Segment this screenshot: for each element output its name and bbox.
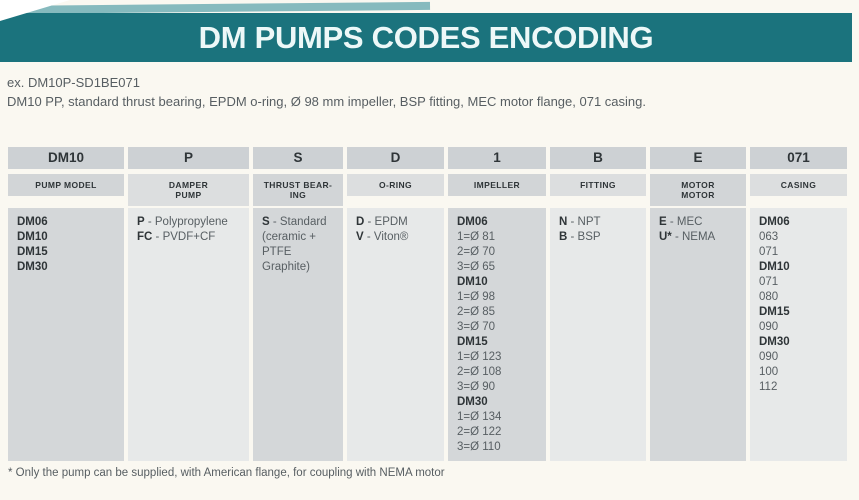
code-cell-7: E xyxy=(650,147,746,169)
body-cell-5: DM06 1=Ø 81 2=Ø 70 3=Ø 65 DM10 1=Ø 98 2=Ø 85 3=… xyxy=(448,208,546,461)
option-line: DM10 xyxy=(457,276,488,288)
code-cell-4: D xyxy=(347,147,444,169)
option-line: N - NPT xyxy=(559,216,601,228)
option-line: S - Standard xyxy=(262,216,327,228)
option-line: B - BSP xyxy=(559,231,601,243)
option-line: D - EPDM xyxy=(356,216,408,228)
column-label: O-RING xyxy=(347,174,444,196)
example-block: ex. DM10P-SD1BE071 DM10 PP, standard thr… xyxy=(7,73,646,111)
option-line: E - MEC xyxy=(659,216,703,228)
option-line: 3=Ø 90 xyxy=(457,381,496,393)
option-line: PTFE Graphite) xyxy=(262,246,310,273)
option-line: DM15 xyxy=(17,246,48,258)
option-line: 100 xyxy=(759,366,779,378)
column-label: CASING xyxy=(750,174,847,196)
option-line: DM15 xyxy=(457,336,488,348)
body-cell-4: D - EPDM V - Viton® xyxy=(347,208,444,461)
code-cell-2: P xyxy=(128,147,249,169)
option-line: DM06 xyxy=(759,216,790,228)
example-description: DM10 PP, standard thrust bearing, EPDM o… xyxy=(7,94,646,109)
code-cell-6: B xyxy=(550,147,646,169)
code-cell-8: 071 xyxy=(750,147,847,169)
column-label: DAMPER PUMP xyxy=(128,174,249,206)
footnote: * Only the pump can be supplied, with Am… xyxy=(8,467,445,479)
option-line: 080 xyxy=(759,291,779,303)
option-line: 071 xyxy=(759,276,779,288)
code-cell-3: S xyxy=(253,147,343,169)
example-code: ex. DM10P-SD1BE071 xyxy=(7,75,140,90)
option-line: DM10 xyxy=(759,261,790,273)
option-line: 3=Ø 65 xyxy=(457,261,496,273)
option-line: 1=Ø 81 xyxy=(457,231,496,243)
option-line: (ceramic + xyxy=(262,231,316,243)
option-line: 090 xyxy=(759,351,779,363)
body-cell-1: DM06 DM10 DM15 DM30 xyxy=(8,208,124,461)
label-cell-7: MOTOR MOTOR xyxy=(650,169,746,208)
body-cell-3: S - Standard (ceramic + PTFE Graphite) xyxy=(253,208,343,461)
option-line: DM15 xyxy=(759,306,790,318)
code-cell-1: DM10 xyxy=(8,147,124,169)
option-line: P - Polypropylene xyxy=(137,216,228,228)
option-line: 071 xyxy=(759,246,779,258)
option-line: DM30 xyxy=(17,261,48,273)
option-line: 1=Ø 134 xyxy=(457,411,502,423)
page-corner-wedge xyxy=(0,0,70,21)
label-cell-6: FITTING xyxy=(550,169,646,208)
column-label: PUMP MODEL xyxy=(8,174,124,196)
column-label: THRUST BEAR- ING xyxy=(253,174,343,206)
label-cell-2: DAMPER PUMP xyxy=(128,169,249,208)
code-cell-5: 1 xyxy=(448,147,546,169)
label-cell-8: CASING xyxy=(750,169,847,208)
title-bar: DM PUMPS CODES ENCODING xyxy=(0,13,852,62)
option-line: V - Viton® xyxy=(356,231,409,243)
codes-table: DM10 P S D 1 B E 071 PUMP MODEL DAMPER PUMP THRUST… xyxy=(8,147,847,461)
body-cell-6: N - NPT B - BSP xyxy=(550,208,646,461)
option-line: 2=Ø 85 xyxy=(457,306,496,318)
body-cell-7: E - MEC U* - NEMA xyxy=(650,208,746,461)
label-cell-4: O-RING xyxy=(347,169,444,208)
option-line: FC - PVDF+CF xyxy=(137,231,216,243)
option-line: 3=Ø 110 xyxy=(457,441,501,453)
column-label: MOTOR MOTOR xyxy=(650,174,746,206)
option-line: 2=Ø 108 xyxy=(457,366,502,378)
option-line: U* - NEMA xyxy=(659,231,716,243)
option-line: 3=Ø 70 xyxy=(457,321,496,333)
option-line: 090 xyxy=(759,321,779,333)
body-cell-2: P - Polypropylene FC - PVDF+CF xyxy=(128,208,249,461)
label-cell-1: PUMP MODEL xyxy=(8,169,124,208)
option-line: 1=Ø 123 xyxy=(457,351,502,363)
option-line: 063 xyxy=(759,231,779,243)
label-cell-3: THRUST BEAR- ING xyxy=(253,169,343,208)
option-line: 2=Ø 70 xyxy=(457,246,496,258)
option-line: 2=Ø 122 xyxy=(457,426,502,438)
body-cell-8: DM06 063 071 DM10 071 080 DM15 090 DM30 090 100 112 xyxy=(750,208,847,461)
option-line: DM06 xyxy=(457,216,488,228)
column-label: IMPELLER xyxy=(448,174,546,196)
option-line: DM30 xyxy=(457,396,488,408)
column-label: FITTING xyxy=(550,174,646,196)
label-cell-5: IMPELLER xyxy=(448,169,546,208)
option-line: DM06 xyxy=(17,216,48,228)
option-line: 1=Ø 98 xyxy=(457,291,496,303)
option-line: DM30 xyxy=(759,336,790,348)
page-title: DM PUMPS CODES ENCODING xyxy=(198,19,654,55)
option-line: 112 xyxy=(759,381,778,393)
option-line: DM10 xyxy=(17,231,48,243)
